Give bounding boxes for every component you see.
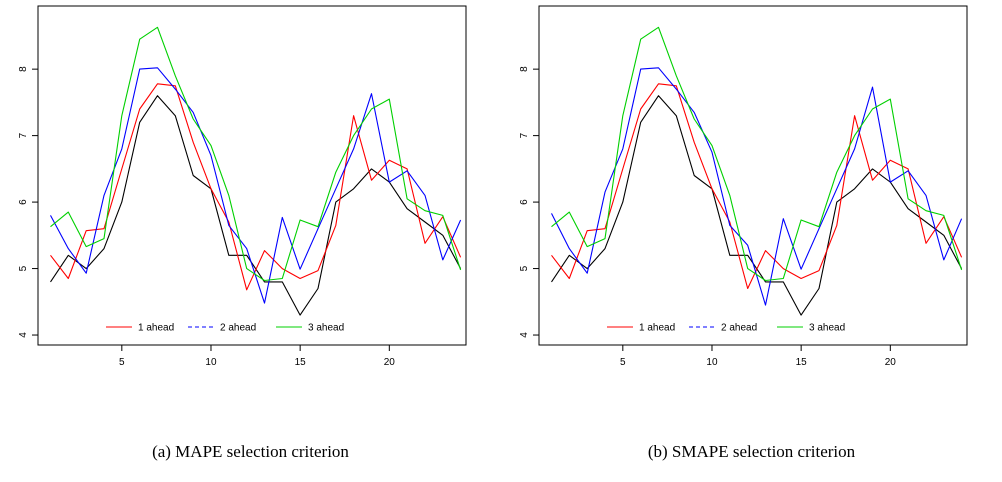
y-tick-label: 8 [18,66,29,72]
line-chart-b: 5 10 15 20 4 5 6 7 8 1 ahead 2 ahead 3 ahead [519,5,968,368]
legend-label: 1 ahead [138,323,174,334]
series-line-3-ahead [551,26,963,282]
plot-frame [538,5,968,346]
y-tick-label: 6 [519,199,530,205]
x-tick-label: 15 [295,357,307,368]
legend-label: 2 ahead [220,323,256,334]
caption-a: (a) MAPE selection criterion [152,442,349,461]
y-tick-label: 7 [18,132,29,138]
legend-label: 3 ahead [308,323,344,334]
y-tick-label: 6 [18,199,29,205]
x-tick-label: 5 [119,357,125,368]
series-line-3-ahead [50,26,462,282]
y-tick-label: 5 [18,265,29,271]
series-line-2-ahead [50,67,462,304]
chart-panel-a: 5 10 15 20 4 5 6 7 8 1 ahead 2 ahead 3 ahead (a) MA… [18,5,467,461]
chart-panel-b: 5 10 15 20 4 5 6 7 8 1 ahead 2 ahead 3 ahead (b) SM… [501,0,1002,482]
x-tick-label: 20 [384,357,396,368]
legend-label: 1 ahead [639,323,675,334]
series-line-1-ahead [551,83,963,290]
x-tick-label: 10 [706,357,718,368]
y-tick-label: 4 [519,332,530,338]
legend-label: 3 ahead [809,323,845,334]
y-tick-label: 7 [519,132,530,138]
y-tick-label: 5 [519,265,530,271]
line-chart-a: 5 10 15 20 4 5 6 7 8 1 ahead 2 ahead 3 ahead [18,5,467,368]
legend-label: 2 ahead [721,323,757,334]
plot-frame [37,5,467,346]
y-tick-label: 8 [519,66,530,72]
caption-b: (b) SMAPE selection criterion [647,442,856,461]
series-line-1-ahead [50,83,462,291]
y-tick-label: 4 [18,332,29,338]
x-tick-label: 15 [796,357,808,368]
x-tick-label: 10 [205,357,217,368]
x-tick-label: 5 [620,357,626,368]
series-line-actual [50,95,462,316]
series-line-actual [551,95,963,316]
x-tick-label: 20 [885,357,897,368]
